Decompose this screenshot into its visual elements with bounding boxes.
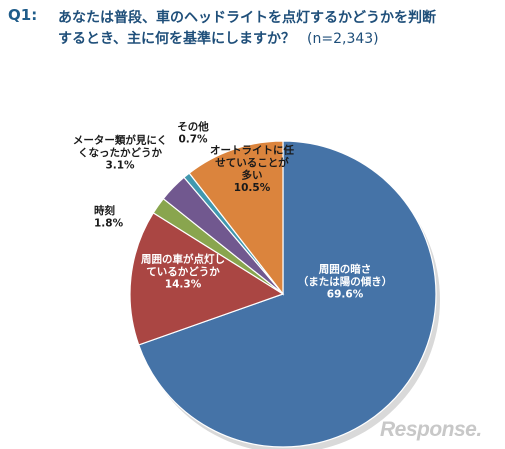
question-number: Q1: (8, 6, 38, 24)
pie-value-label: 69.6% (327, 289, 364, 301)
response-watermark: Response. (380, 418, 482, 441)
pie-category-label: オートライトに任 (210, 143, 294, 156)
pie-label-4: その他 0.7% (177, 120, 209, 146)
pie-slice-1 (129, 212, 285, 346)
pie-category-label: （または陽の傾き） (298, 275, 393, 288)
pie-slice-5 (188, 140, 284, 296)
question-text-line1: あなたは普段、車のヘッドライトを点灯するかどうかを判断 (58, 10, 436, 26)
pie-label-0: 周囲の暗さ（または陽の傾き） 69.6% (298, 263, 393, 301)
pie-category-label: せていることが (215, 156, 289, 169)
pie-category-label: 周囲の車が点灯し (141, 253, 225, 266)
pie-category-label: 時刻 (94, 204, 115, 217)
pie-category-label: メーター類が見にく (73, 134, 167, 147)
pie-value-label: 1.8% (94, 217, 124, 229)
pie-label-3: メーター類が見にくくなったかどうか 3.1% (73, 134, 167, 172)
pie-label-1: 周囲の車が点灯しているかどうか 14.3% (141, 253, 225, 291)
pie-value-label: 10.5% (234, 182, 271, 194)
sample-size: (n=2,343) (307, 31, 379, 47)
question-text-line2-main: するとき、主に何を基準にしますか？ (58, 31, 296, 47)
pie-category-label: くなったかどうか (78, 146, 162, 159)
pie-slice-0 (137, 140, 437, 448)
pie-label-5: オートライトに任せていることが多い 10.5% (210, 143, 294, 194)
pie-category-label: その他 (177, 120, 209, 133)
question-text-line2: するとき、主に何を基準にしますか？ (n=2,343) (58, 28, 379, 48)
pie-value-label: 0.7% (178, 133, 208, 145)
pie-label-2: 時刻 1.8% (94, 204, 124, 230)
pie-category-label: 多い (242, 168, 263, 181)
pie-value-label: 3.1% (105, 160, 135, 172)
pie-category-label: ているかどうか (146, 265, 220, 278)
pie-category-label: 周囲の暗さ (319, 263, 372, 276)
pie-value-label: 14.3% (165, 279, 202, 291)
